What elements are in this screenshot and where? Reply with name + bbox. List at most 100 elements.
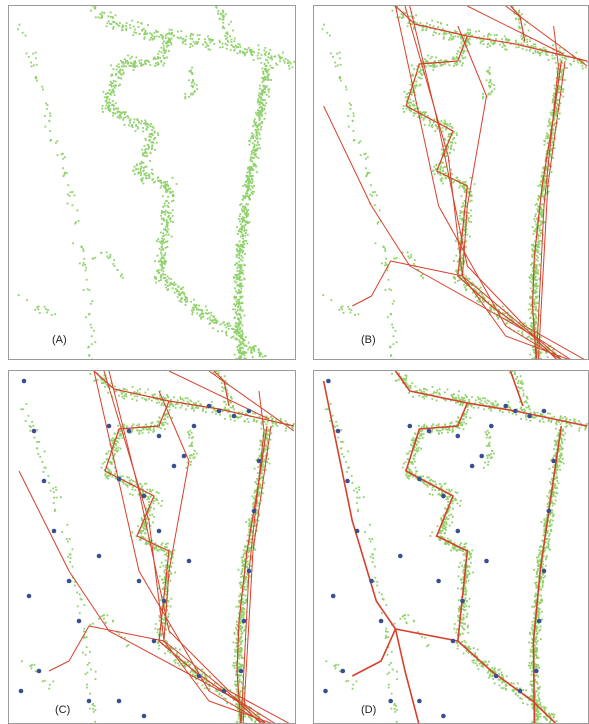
gps-point [258,114,261,116]
gps-point [247,547,250,550]
gps-point [253,190,255,193]
gps-point [191,45,194,47]
gps-point [162,277,165,279]
gps-point [238,650,241,653]
gps-point [281,56,283,59]
gps-point [177,30,179,33]
gps-point [94,256,97,259]
gps-point [539,183,541,186]
gps-point [26,299,28,302]
gps-point [166,416,169,418]
gps-point [533,230,536,232]
gps-point [539,207,542,209]
gps-point [348,308,351,310]
gps-point [545,166,547,169]
gps-point [119,68,122,71]
gps-point [454,141,457,144]
gps-point [534,276,537,279]
gps-point [169,41,171,43]
gps-point [121,481,124,483]
gps-point [451,138,454,141]
gps-point [536,279,538,281]
raw-trajectory-8 [323,105,571,359]
gps-point [169,38,171,41]
gps-point [48,119,51,122]
gps-point [138,423,140,426]
gps-point [461,54,463,57]
gps-point [265,58,267,61]
gps-point [241,719,243,721]
gps-point [239,50,241,52]
gps-point [191,72,193,75]
gps-point [188,79,190,82]
gps-point [150,172,153,175]
gps-point [448,125,451,128]
gps-point [178,300,181,302]
gps-point [451,127,454,129]
gps-point [160,184,163,187]
gps-point [241,613,244,616]
gps-point [240,556,243,559]
gps-point [106,385,109,388]
gps-point [537,285,539,288]
gps-point [445,32,448,35]
gps-point [139,174,142,177]
gps-point [534,309,537,312]
gps-point [119,480,122,482]
gps-point [241,50,244,53]
gps-point [156,396,159,399]
gps-point [560,75,563,78]
gps-point [257,44,260,47]
gps-point [581,60,584,63]
gps-point [238,331,241,334]
gps-point [444,63,447,65]
gps-point [518,25,521,28]
gps-point [424,62,427,64]
gps-point [242,216,244,219]
gps-point [262,99,265,101]
gps-point [562,79,564,81]
gps-point [82,289,85,291]
gps-point [110,461,113,464]
gps-point [243,552,246,555]
gps-point [102,90,105,93]
gps-point [531,278,534,281]
gps-point [543,185,545,188]
gps-point [368,172,371,174]
gps-point [145,63,147,65]
gps-point [170,399,172,401]
gps-point [279,60,281,63]
gps-point [384,248,387,250]
gps-point [149,488,151,491]
gps-point [241,208,243,211]
gps-point [119,83,121,86]
gps-point [239,586,242,589]
gps-point [268,88,271,91]
gps-point [233,662,235,664]
gps-point [164,228,167,230]
gps-point [122,73,125,75]
gps-point [501,46,504,48]
gps-point [120,65,123,68]
gps-point [219,41,221,43]
gps-point [432,34,435,36]
gps-point [82,264,84,267]
gps-point [412,74,415,77]
gps-point [129,57,132,60]
gps-point [479,286,482,289]
gps-point [443,137,446,140]
gps-point [121,69,124,71]
gps-point [441,161,444,164]
gps-point [559,102,562,104]
gps-point [137,119,139,122]
gps-point [263,118,266,120]
gps-point [197,400,200,403]
gps-point [541,192,544,195]
gps-point [228,23,230,26]
gps-point [504,48,507,51]
gps-point [248,184,250,187]
gps-point [148,397,150,400]
gps-point [545,150,548,153]
gps-point [540,208,543,211]
gps-point [168,409,171,411]
